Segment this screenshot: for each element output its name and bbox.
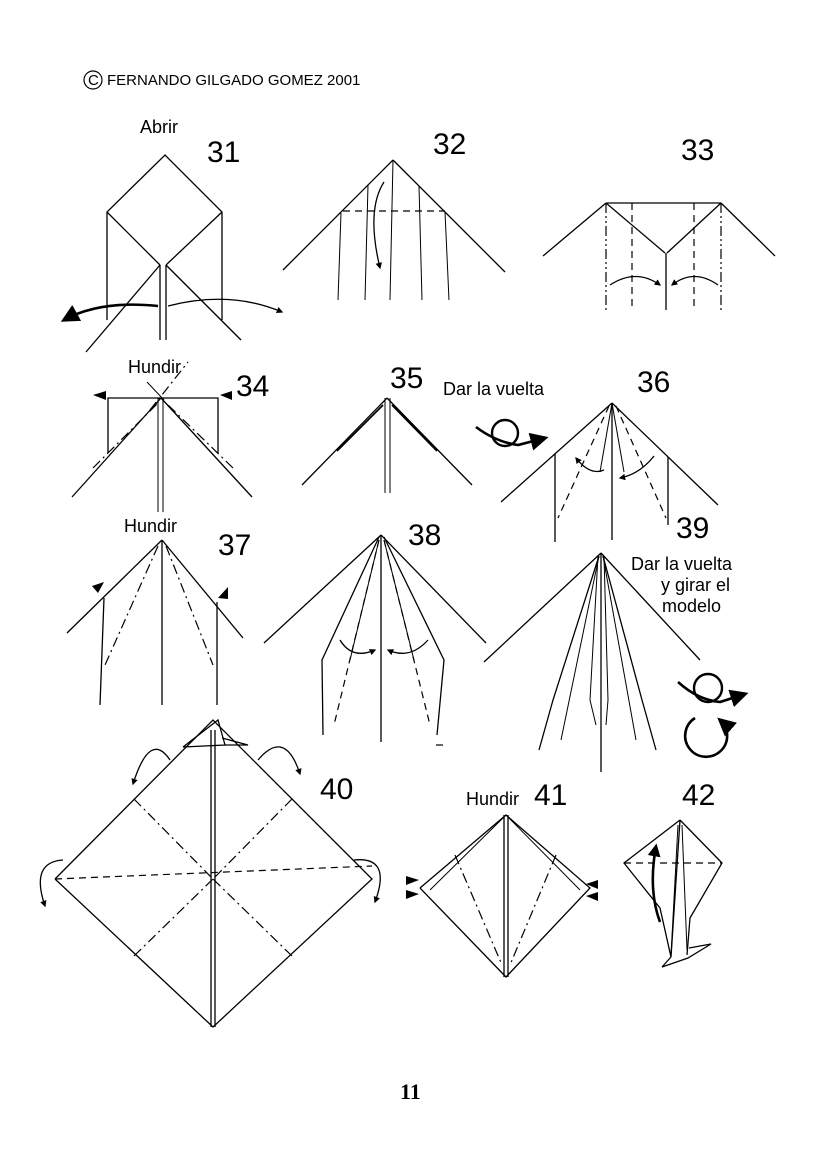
copyright-symbol: C: [88, 72, 99, 89]
step-number-41: 41: [534, 779, 568, 812]
step-number-37: 37: [218, 529, 252, 562]
page-number: 11: [400, 1079, 421, 1104]
step-number-31: 31: [207, 136, 241, 169]
step-number-39: 39: [676, 512, 710, 545]
step-36-drawing: [500, 402, 719, 542]
step-41-drawing: [406, 814, 598, 978]
step-number-36: 36: [637, 366, 671, 399]
step-34-caption: Hundir: [128, 357, 182, 377]
turn-and-rotate-symbol: [677, 672, 749, 759]
step-41-caption: Hundir: [466, 789, 520, 809]
step-number-40: 40: [320, 773, 354, 806]
step-number-34: 34: [236, 370, 270, 403]
step-35-drawing: [301, 397, 473, 493]
step-number-42: 42: [682, 779, 716, 812]
step-38-drawing: [263, 534, 487, 746]
step-39-caption-line-2: y girar el: [661, 575, 731, 595]
step-42-drawing: [623, 819, 723, 968]
step-36-caption: Dar la vuelta: [443, 379, 545, 399]
step-31-caption: Abrir: [140, 117, 179, 137]
turn-over-symbol: [475, 418, 549, 451]
step-number-35: 35: [390, 362, 424, 395]
step-40-drawing: [39, 718, 381, 1028]
step-number-32: 32: [433, 128, 467, 161]
step-37-drawing: [66, 539, 244, 706]
copyright-circle: [83, 70, 103, 90]
step-39-drawing: [483, 552, 701, 772]
step-39-caption-line-3: modelo: [662, 596, 722, 616]
step-31-drawing: [60, 154, 284, 353]
step-number-38: 38: [408, 519, 442, 552]
step-37-caption: Hundir: [124, 516, 178, 536]
step-39-caption-line-1: Dar la vuelta: [631, 554, 733, 574]
step-number-33: 33: [681, 134, 715, 167]
step-33-drawing: [542, 202, 776, 310]
step-32-drawing: [282, 159, 506, 301]
step-34-drawing: [71, 361, 253, 512]
copyright-text: FERNANDO GILGADO GOMEZ 2001: [107, 72, 361, 89]
